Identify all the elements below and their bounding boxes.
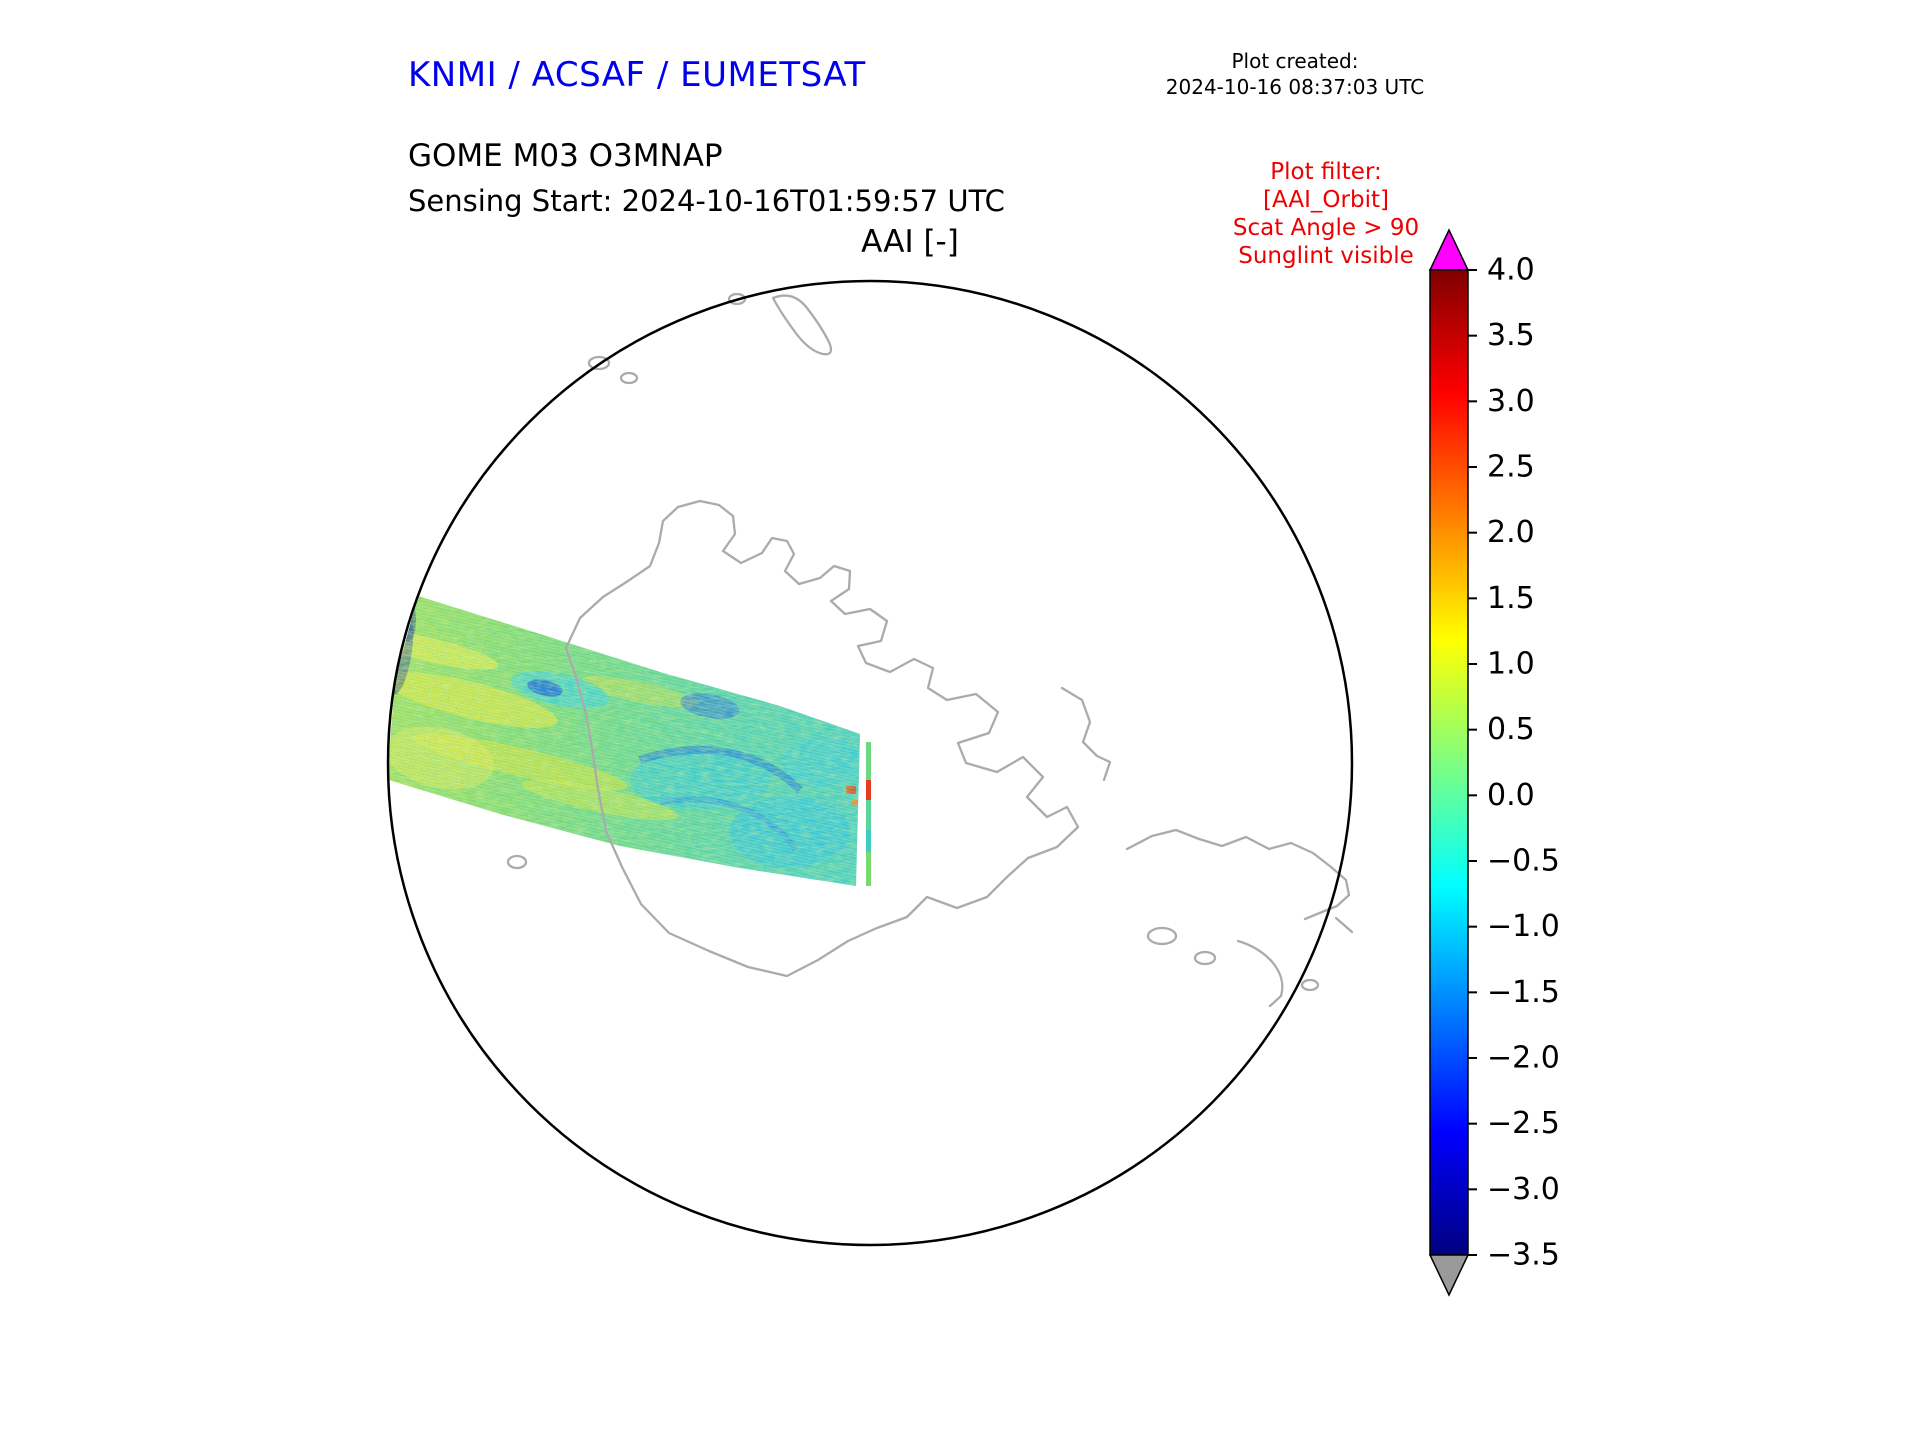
colorbar-gradient xyxy=(1430,270,1468,1255)
colorbar-tick-label: 1.5 xyxy=(1487,581,1535,616)
coastline-island xyxy=(1302,980,1318,990)
colorbar-tick-label: −1.5 xyxy=(1487,975,1560,1010)
colorbar-tick-label: 0.5 xyxy=(1487,712,1535,747)
colorbar-under-arrow xyxy=(1430,1255,1468,1295)
colorbar-tick-label: 2.5 xyxy=(1487,450,1535,485)
colorbar-over-arrow xyxy=(1430,230,1468,270)
colorbar-ticks: 4.0 3.5 3.0 2.5 2.0 1.5 1.0 0.5 0.0 −0.5 −1.0 −1.5 −… xyxy=(1468,253,1560,1273)
satellite-swath xyxy=(359,585,875,895)
colorbar-tick-label: −0.5 xyxy=(1487,844,1560,879)
colorbar: 4.0 3.5 3.0 2.5 2.0 1.5 1.0 0.5 0.0 −0.5 −1.0 −1.5 −… xyxy=(1415,215,1655,1325)
coastline-segment xyxy=(1238,941,1282,1006)
coastline-island xyxy=(1148,928,1176,944)
colorbar-tick-label: −3.5 xyxy=(1487,1238,1560,1273)
coastline-island xyxy=(508,856,526,868)
coastline-segment xyxy=(1336,918,1352,932)
colorbar-tick-label: −2.5 xyxy=(1487,1106,1560,1141)
colorbar-tick-label: 3.0 xyxy=(1487,384,1535,419)
coastlines xyxy=(508,294,1352,1006)
colorbar-tick-label: 3.5 xyxy=(1487,318,1535,353)
colorbar-tick-label: −1.0 xyxy=(1487,909,1560,944)
colorbar-tick-label: 1.0 xyxy=(1487,647,1535,682)
colorbar-tick-label: −3.0 xyxy=(1487,1172,1560,1207)
colorbar-tick-label: 0.0 xyxy=(1487,778,1535,813)
coastline-segment xyxy=(1127,830,1349,919)
plot-page: KNMI / ACSAF / EUMETSAT Plot created: 20… xyxy=(0,0,1920,1440)
colorbar-tick-label: 2.0 xyxy=(1487,515,1535,550)
swath-edge-strip xyxy=(866,742,871,886)
colorbar-tick-label: −2.0 xyxy=(1487,1041,1560,1076)
coastline-island xyxy=(1195,952,1215,964)
coastline-island xyxy=(773,296,831,355)
coastline-island xyxy=(621,373,637,383)
colorbar-tick-label: 4.0 xyxy=(1487,253,1535,288)
coastline-segment xyxy=(1062,688,1110,780)
